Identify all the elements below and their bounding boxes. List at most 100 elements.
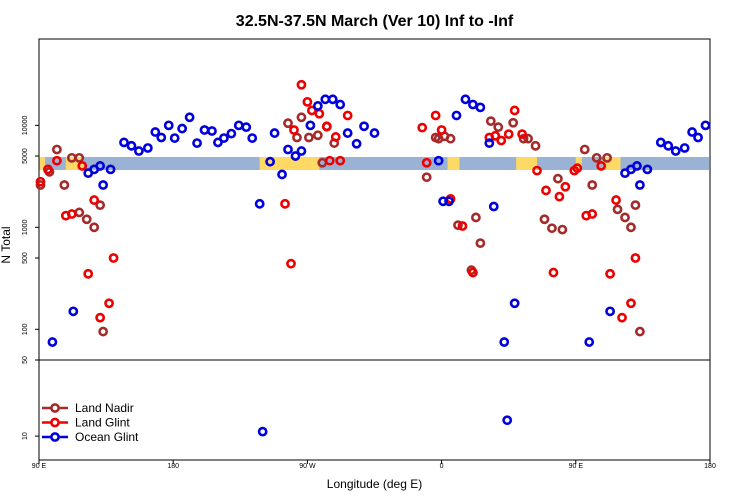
- map-bands: [39, 157, 709, 170]
- data-point: [572, 163, 583, 174]
- data-point: [351, 138, 362, 149]
- data-point: [226, 128, 237, 139]
- y-axis-label: N Total: [0, 226, 13, 263]
- data-point: [493, 122, 504, 133]
- data-point: [587, 180, 598, 190]
- y-tick-label: 50: [22, 356, 29, 364]
- data-point: [95, 200, 106, 211]
- x-axis: 90 E 180 90 W 0 90 E 180: [32, 460, 716, 470]
- legend-label: Land Glint: [75, 416, 130, 430]
- data-point: [503, 129, 514, 140]
- data-point: [554, 191, 565, 202]
- data-point: [517, 129, 528, 140]
- data-point: [218, 133, 229, 143]
- data-point: [74, 207, 85, 218]
- y-tick-label: 500: [22, 252, 29, 264]
- data-point: [66, 209, 77, 219]
- data-point: [104, 298, 114, 309]
- data-point: [296, 112, 307, 123]
- data-point: [213, 137, 223, 148]
- data-point: [502, 415, 513, 426]
- data-point: [630, 253, 641, 263]
- ocean-band: [40, 157, 709, 170]
- data-point: [687, 127, 698, 137]
- data-point: [602, 152, 613, 163]
- x-tick-label: 90 E: [32, 463, 47, 470]
- data-point: [177, 123, 188, 134]
- data-point: [523, 133, 533, 144]
- data-point: [302, 96, 313, 107]
- data-point: [292, 132, 302, 143]
- data-point: [241, 122, 252, 133]
- x-tick-label: 90 W: [299, 463, 316, 470]
- data-point: [460, 94, 471, 105]
- data-point: [312, 101, 323, 111]
- data-point: [296, 146, 307, 156]
- chart-title: 32.5N-37.5N March (Ver 10) Inf to -Inf: [236, 13, 514, 30]
- data-point: [444, 196, 454, 207]
- data-point: [557, 224, 568, 235]
- data-point: [518, 133, 529, 144]
- data-point: [163, 120, 174, 131]
- data-point: [417, 122, 428, 133]
- data-point: [134, 146, 144, 156]
- data-point: [312, 130, 323, 141]
- data-point: [286, 258, 296, 269]
- land-band: [575, 157, 582, 170]
- data-point: [635, 180, 645, 190]
- series-land-glint: [35, 79, 641, 323]
- data-point: [142, 143, 153, 153]
- data-point: [51, 155, 62, 166]
- data-point: [150, 127, 161, 137]
- data-point: [342, 110, 353, 121]
- data-point: [475, 102, 486, 113]
- data-point: [626, 298, 636, 309]
- data-point: [303, 132, 314, 143]
- data-point: [126, 140, 137, 151]
- data-point: [436, 125, 447, 135]
- data-point: [192, 138, 202, 148]
- data-point: [98, 326, 109, 337]
- data-point: [169, 133, 180, 143]
- data-point: [105, 164, 116, 175]
- plot-frame: [38, 38, 711, 461]
- data-point: [453, 220, 463, 231]
- data-point: [320, 94, 331, 105]
- data-point: [470, 212, 481, 223]
- data-point: [584, 337, 595, 347]
- data-point: [663, 140, 674, 151]
- data-point: [81, 214, 92, 225]
- data-point: [335, 99, 346, 110]
- data-point: [83, 268, 94, 279]
- data-point: [269, 128, 280, 138]
- data-point: [184, 112, 195, 123]
- data-point: [611, 195, 621, 205]
- data-point: [327, 94, 338, 105]
- land-band: [39, 157, 45, 170]
- data-point: [605, 268, 615, 279]
- data-point: [490, 130, 501, 141]
- data-point: [670, 146, 681, 156]
- data-point: [421, 172, 432, 183]
- data-point: [95, 161, 106, 171]
- data-point: [330, 132, 341, 142]
- data-point: [433, 155, 444, 166]
- data-point: [635, 326, 645, 337]
- data-point: [59, 180, 70, 190]
- data-point: [532, 165, 542, 176]
- data-point: [108, 253, 119, 263]
- data-point: [655, 137, 666, 148]
- data-point: [199, 125, 210, 135]
- data-point: [560, 181, 571, 192]
- data-point: [499, 337, 510, 347]
- data-point: [321, 121, 332, 132]
- y-axis: 100 500 1000 5000 10000 10 50: [22, 116, 39, 440]
- data-point: [596, 161, 607, 171]
- x-axis-label: Longitude (deg E): [327, 477, 422, 491]
- data-point: [693, 132, 703, 143]
- y-tick-label: 10000: [22, 116, 29, 136]
- data-point: [369, 128, 380, 138]
- data-point: [280, 198, 290, 209]
- data-point: [617, 312, 627, 323]
- data-point: [47, 337, 58, 347]
